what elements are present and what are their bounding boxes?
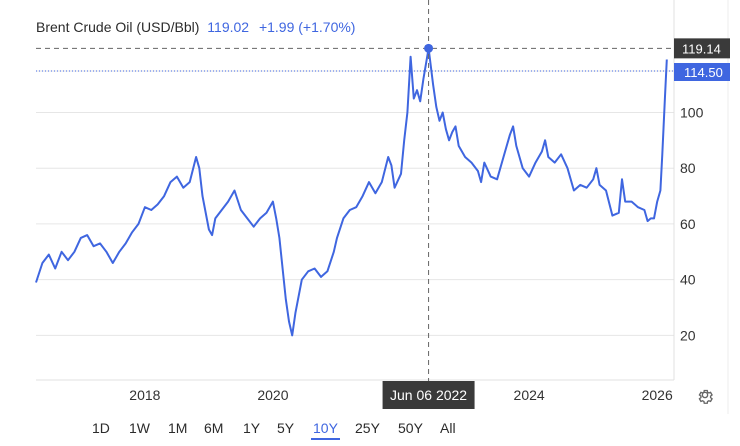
crosshair-price-badge	[674, 38, 730, 59]
price-line	[35, 47, 668, 337]
range-button-50y[interactable]: 50Y	[398, 420, 423, 436]
x-axis: 2018 2020 2024 2026	[129, 387, 673, 403]
price-chart[interactable]: 20 40 60 80 100 2018 2020 2024 2026 114.50 119.1…	[0, 0, 740, 414]
last-price-badge	[674, 63, 730, 81]
crosshair-price-label: 119.14	[682, 41, 721, 56]
y-tick-label: 60	[680, 216, 696, 232]
range-button-25y[interactable]: 25Y	[355, 420, 380, 436]
range-selector: 1D 1W 1M 6M 1Y 5Y 10Y 25Y 50Y All	[0, 414, 740, 446]
range-button-1d[interactable]: 1D	[92, 420, 110, 436]
crosshair-date-badge	[382, 381, 475, 409]
range-button-all[interactable]: All	[440, 420, 456, 436]
instrument-name: Brent Crude Oil (USD/Bbl)	[36, 19, 200, 35]
crosshair-point	[424, 43, 434, 53]
y-axis: 20 40 60 80 100	[680, 104, 704, 343]
price-change: +1.99 (+1.70%)	[258, 19, 356, 35]
range-button-5y[interactable]: 5Y	[277, 420, 295, 436]
grid-lines	[36, 0, 729, 414]
chart-header: Brent Crude Oil (USD/Bbl) 119.02 +1.99 (…	[36, 19, 355, 35]
x-tick-label: 2018	[129, 387, 160, 403]
gear-icon[interactable]	[696, 386, 714, 404]
y-tick-label: 80	[680, 160, 696, 176]
crosshair-date-label: Jun 06 2022	[390, 387, 467, 403]
y-tick-label: 40	[680, 272, 696, 288]
last-price-label: 114.50	[684, 65, 723, 80]
range-button-6m[interactable]: 6M	[204, 420, 224, 436]
x-tick-label: 2020	[257, 387, 288, 403]
crosshair: 114.50 119.14 Jun 06 2022	[36, 0, 730, 409]
range-button-1y[interactable]: 1Y	[243, 420, 261, 436]
range-button-1w[interactable]: 1W	[129, 420, 150, 436]
current-price: 119.02	[207, 19, 250, 35]
x-tick-label: 2024	[514, 387, 545, 403]
y-tick-label: 20	[680, 327, 696, 343]
y-tick-label: 100	[680, 104, 704, 120]
x-tick-label: 2026	[642, 387, 673, 403]
range-button-1m[interactable]: 1M	[168, 420, 188, 436]
range-button-10y[interactable]: 10Y	[311, 418, 340, 440]
